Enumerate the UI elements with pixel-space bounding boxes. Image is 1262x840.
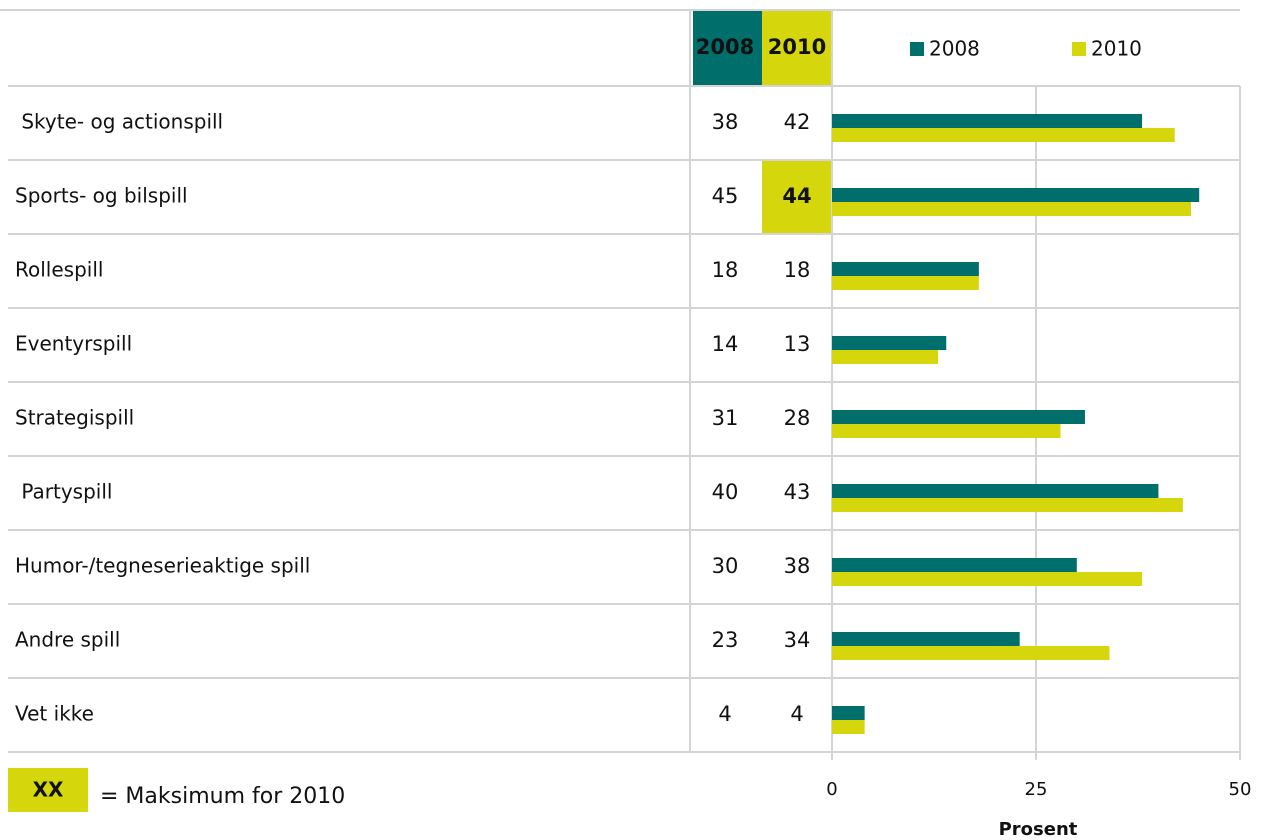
- category-label: Eventyrspill: [15, 332, 132, 356]
- column-header: 2010: [768, 35, 826, 59]
- x-tick-label: 50: [1229, 779, 1252, 800]
- header-cell: [762, 10, 832, 86]
- bar: [832, 276, 979, 290]
- value-label: 13: [784, 332, 811, 356]
- bar: [832, 202, 1192, 216]
- value-label: 18: [712, 258, 739, 282]
- value-label: 18: [784, 258, 811, 282]
- bar: [832, 188, 1200, 202]
- bar: [832, 350, 939, 364]
- bar: [832, 720, 865, 734]
- value-label: 44: [782, 184, 811, 208]
- category-label: Andre spill: [15, 628, 120, 652]
- bar: [832, 632, 1020, 646]
- category-label: Vet ikke: [15, 702, 94, 726]
- max-highlight: [762, 160, 832, 234]
- header-cell: [693, 10, 762, 86]
- value-label: 14: [712, 332, 739, 356]
- bar: [832, 498, 1183, 512]
- bar: [832, 410, 1085, 424]
- value-label: 30: [712, 554, 739, 578]
- bar: [832, 572, 1143, 586]
- value-label: 23: [712, 628, 739, 652]
- category-label: Sports- og bilspill: [15, 184, 188, 208]
- value-label: 43: [784, 480, 811, 504]
- legend-swatch: [1072, 42, 1086, 56]
- legend-swatch: [910, 42, 924, 56]
- category-label: Partyspill: [15, 480, 112, 504]
- value-label: 40: [712, 480, 739, 504]
- legend-label: 2008: [929, 37, 980, 61]
- value-label: 34: [784, 628, 811, 652]
- value-label: 4: [790, 702, 803, 726]
- bar: [832, 646, 1110, 660]
- category-label: Rollespill: [15, 258, 103, 282]
- note-marker: XX: [33, 778, 64, 802]
- x-tick-label: 25: [1025, 779, 1048, 800]
- value-label: 31: [712, 406, 739, 430]
- column-header: 2008: [696, 35, 754, 59]
- x-axis-label: Prosent: [999, 819, 1078, 840]
- bar: [832, 484, 1159, 498]
- category-label: Strategispill: [15, 406, 134, 430]
- note-swatch: [8, 768, 88, 812]
- bar: [832, 262, 979, 276]
- category-label: Humor-/tegneserieaktige spill: [15, 554, 310, 578]
- bar: [832, 336, 947, 350]
- value-label: 38: [712, 110, 739, 134]
- bar: [832, 706, 865, 720]
- value-label: 28: [784, 406, 811, 430]
- bar: [832, 114, 1143, 128]
- value-label: 42: [784, 110, 811, 134]
- note: = Maksimum for 2010: [100, 784, 345, 809]
- category-label: Skyte- og actionspill: [15, 110, 223, 134]
- bar: [832, 128, 1175, 142]
- value-label: 4: [718, 702, 731, 726]
- x-tick-label: 0: [826, 779, 837, 800]
- value-label: 45: [712, 184, 739, 208]
- legend-label: 2010: [1091, 37, 1142, 61]
- value-label: 38: [784, 554, 811, 578]
- bar: [832, 424, 1061, 438]
- bar: [832, 558, 1077, 572]
